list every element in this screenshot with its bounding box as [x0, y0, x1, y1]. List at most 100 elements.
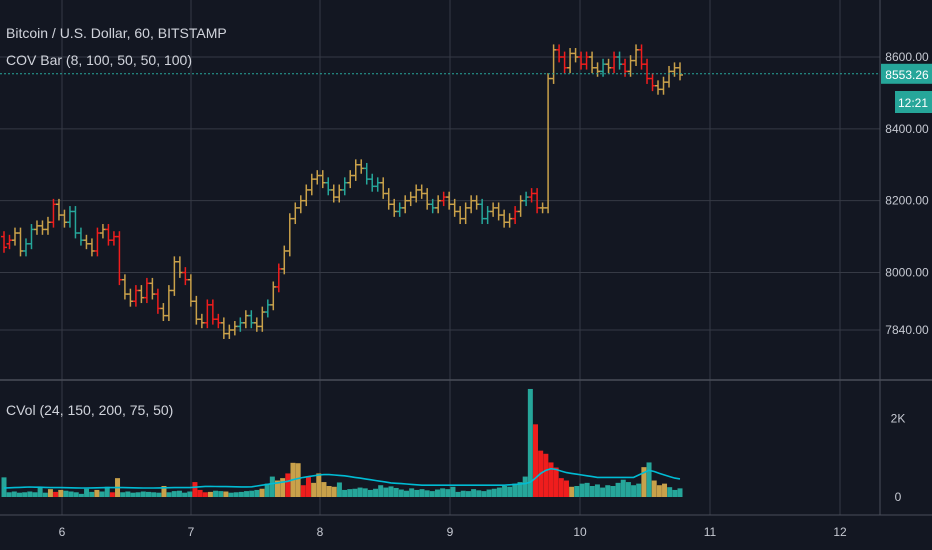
- volume-bar: [42, 492, 48, 497]
- volume-bar: [130, 492, 136, 497]
- volume-bar: [254, 489, 260, 497]
- volume-bar: [579, 483, 585, 497]
- volume-bar: [610, 486, 616, 497]
- volume-bar: [22, 492, 28, 497]
- volume-bar: [109, 492, 115, 497]
- volume-bar: [104, 486, 110, 497]
- volume-bar: [398, 489, 404, 497]
- volume-bar: [311, 482, 317, 497]
- volume-tick-label: 2K: [891, 411, 906, 425]
- volume-bar: [636, 483, 642, 497]
- volume-bar: [507, 486, 513, 497]
- volume-bar: [202, 492, 208, 497]
- volume-bar: [68, 491, 74, 497]
- volume-indicator-label: CVol (24, 150, 200, 75, 50): [6, 402, 173, 418]
- volume-axis[interactable]: 2K 0: [891, 411, 906, 504]
- time-tick-label: 7: [188, 525, 195, 539]
- volume-bar: [491, 488, 497, 497]
- volume-bar: [574, 486, 580, 497]
- volume-bar: [656, 485, 662, 497]
- volume-bar: [522, 476, 528, 497]
- volume-bar: [233, 492, 239, 497]
- volume-bar: [187, 491, 193, 497]
- volume-bar: [512, 483, 518, 497]
- volume-bar: [331, 486, 337, 497]
- volume-bar: [600, 487, 606, 497]
- volume-bar: [73, 492, 79, 497]
- volume-average-line: [3, 467, 681, 489]
- volume-bar: [460, 490, 466, 497]
- countdown-label: 12:21: [898, 96, 928, 110]
- volume-bar: [527, 388, 533, 497]
- volume-bar: [646, 462, 652, 497]
- volume-bar: [625, 482, 631, 497]
- volume-bar: [569, 486, 575, 497]
- volume-bar: [641, 467, 647, 497]
- time-tick-label: 6: [59, 525, 66, 539]
- price-tick-label: 8000.00: [885, 266, 929, 280]
- last-price-label: 8553.26: [885, 68, 929, 82]
- volume-bar: [455, 491, 461, 497]
- volume-bar: [63, 490, 69, 497]
- volume-bar: [476, 490, 482, 497]
- volume-bar: [269, 476, 275, 497]
- volume-bar: [336, 482, 342, 497]
- volume-bar: [677, 488, 683, 497]
- volume-bar: [429, 491, 435, 497]
- volume-bar: [481, 491, 487, 497]
- volume-bar: [594, 484, 600, 497]
- price-tick-label: 8600.00: [885, 50, 929, 64]
- volume-bar: [16, 492, 22, 497]
- volume-bar: [264, 483, 270, 497]
- volume-bar: [244, 491, 250, 497]
- price-bar: [677, 62, 683, 81]
- volume-bar: [383, 487, 389, 497]
- volume-bar: [486, 489, 492, 497]
- chart-title: Bitcoin / U.S. Dollar, 60, BITSTAMP: [6, 25, 227, 41]
- volume-bar: [553, 467, 559, 497]
- volume-bar: [218, 491, 224, 497]
- volume-bar: [89, 491, 95, 497]
- volume-bar: [259, 488, 265, 497]
- volume-bar: [517, 482, 523, 497]
- volume-bar: [145, 491, 151, 497]
- volume-bar: [305, 476, 311, 497]
- volume-bar: [135, 492, 141, 497]
- volume-bar: [300, 485, 306, 497]
- volume-bar: [11, 491, 17, 497]
- volume-bar: [672, 489, 678, 497]
- volume-bar: [249, 490, 255, 497]
- volume-bar: [667, 487, 673, 497]
- volume-bar: [496, 487, 502, 497]
- volume-bar: [125, 491, 131, 497]
- volume-bar: [32, 492, 38, 497]
- volume-bar: [197, 489, 203, 497]
- price-axis[interactable]: 8600.00 8400.00 8200.00 8000.00 7840.00: [885, 50, 929, 337]
- volume-bar: [280, 478, 286, 497]
- time-tick-label: 9: [447, 525, 454, 539]
- volume-bar: [37, 486, 43, 497]
- volume-bar: [274, 480, 280, 497]
- volume-tick-label: 0: [895, 490, 902, 504]
- volume-bar: [347, 489, 353, 497]
- volume-bar: [27, 491, 33, 497]
- volume-bar: [53, 491, 59, 497]
- volume-bar: [465, 491, 471, 497]
- countdown-badge-bg: [895, 91, 932, 113]
- volume-bar: [316, 473, 322, 497]
- volume-bar: [378, 485, 384, 497]
- volume-bar: [238, 491, 244, 497]
- volume-bar: [166, 492, 172, 497]
- volume-bar: [662, 483, 668, 497]
- time-tick-label: 12: [833, 525, 847, 539]
- volume-bar: [615, 482, 621, 497]
- volume-bar: [440, 488, 446, 497]
- time-axis[interactable]: 6 7 8 9 10 11 12: [59, 525, 847, 539]
- volume-bar: [176, 490, 182, 497]
- volume-bar: [445, 489, 451, 497]
- volume-bar: [471, 489, 477, 497]
- volume-bar: [502, 486, 508, 497]
- volume-bar: [151, 492, 157, 497]
